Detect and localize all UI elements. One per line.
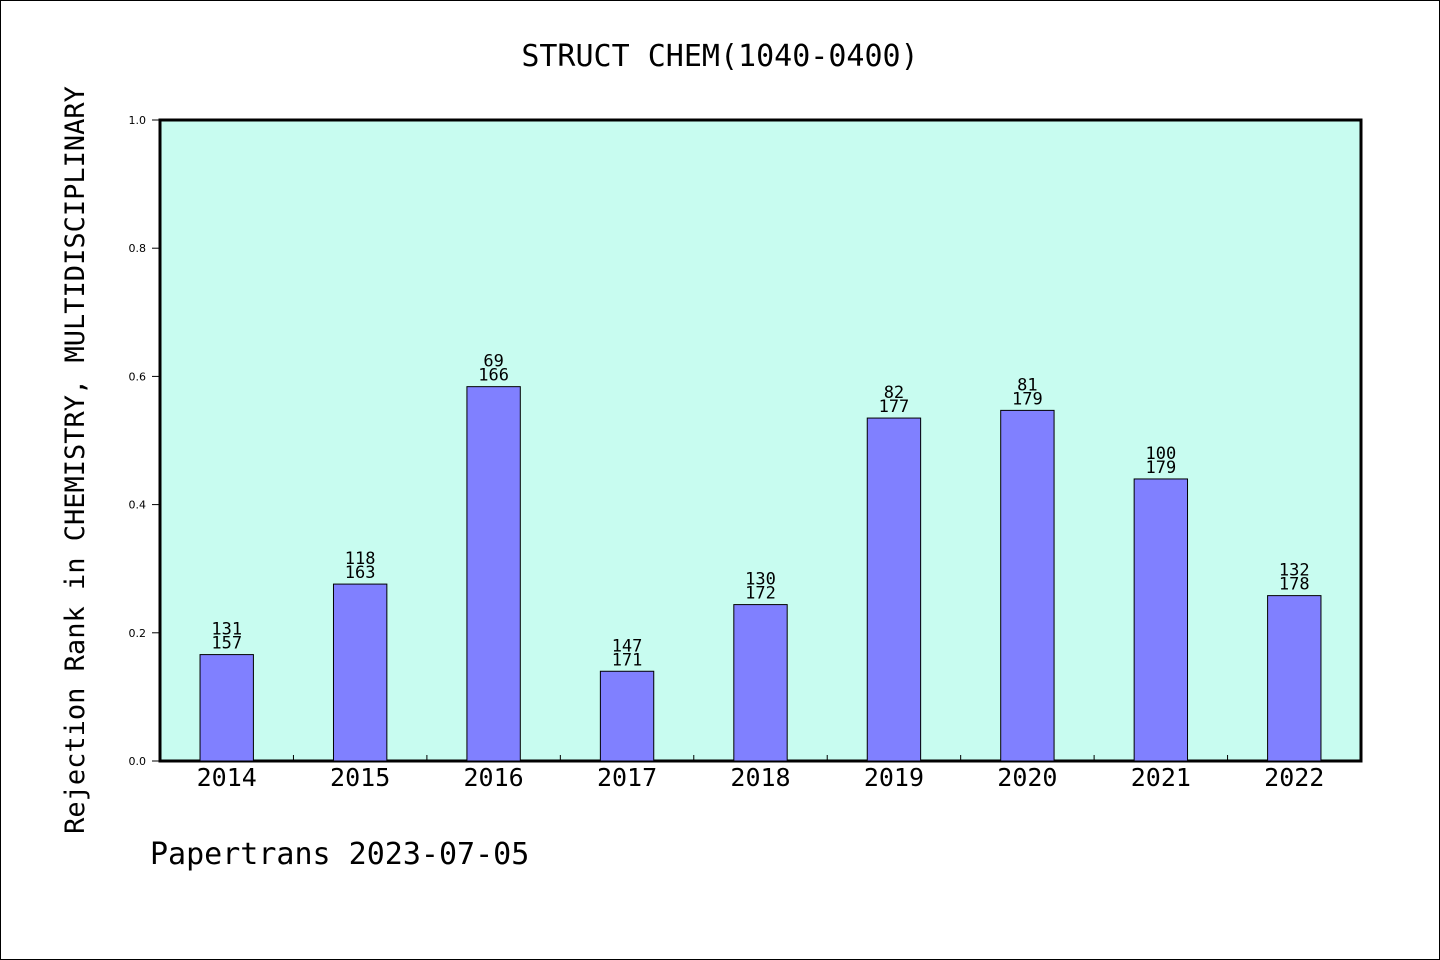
bar-label-bottom: 172 — [745, 584, 776, 604]
footer-credit: Papertrans 2023-07-05 — [150, 837, 529, 872]
y-tick-label: 0.8 — [129, 242, 147, 255]
x-tick-label: 2022 — [1264, 763, 1324, 792]
bar — [466, 386, 521, 762]
bar-label-top: 82 — [884, 383, 904, 403]
bar — [1267, 595, 1322, 762]
bar — [599, 670, 655, 762]
bar-label-top: 100 — [1145, 444, 1176, 464]
bar-label-bottom: 166 — [478, 366, 509, 386]
x-tick-label: 2020 — [997, 763, 1057, 792]
y-tick-label: 0.2 — [129, 627, 147, 640]
y-tick-label: 0.0 — [129, 755, 147, 768]
chart-title: STRUCT CHEM(1040-0400) — [521, 39, 918, 74]
x-tick-label: 2017 — [597, 763, 657, 792]
y-tick-label: 0.4 — [129, 499, 147, 512]
bar-label-bottom: 179 — [1145, 458, 1176, 478]
bar — [332, 583, 388, 762]
x-tick-label: 2018 — [730, 763, 790, 792]
bar-label-top: 81 — [1017, 375, 1037, 395]
y-tick-label: 0.6 — [129, 370, 147, 383]
bar-label-bottom: 179 — [1012, 389, 1043, 409]
x-tick-label: 2019 — [864, 763, 924, 792]
bar-label-bottom: 157 — [211, 634, 242, 654]
x-axis: 2014 2015 2016 2017 2018 2019 2020 2021 2022 — [197, 755, 1324, 792]
y-axis-label: Rejection Rank in CHEMISTRY, MULTIDISCIP… — [60, 86, 91, 834]
y-axis: 0.0 0.2 0.4 0.6 0.8 1.0 — [129, 114, 160, 768]
bar — [1133, 478, 1189, 762]
x-tick-label: 2015 — [330, 763, 390, 792]
bar — [199, 654, 254, 762]
bar-label-bottom: 163 — [345, 563, 376, 583]
x-tick-label: 2021 — [1131, 763, 1191, 792]
bar-label-bottom: 178 — [1279, 575, 1310, 595]
bar-label-bottom: 177 — [879, 397, 910, 417]
x-tick-label: 2016 — [464, 763, 524, 792]
bar — [733, 604, 788, 762]
bar-label-top: 131 — [211, 620, 242, 640]
bar — [866, 417, 922, 762]
y-tick-label: 1.0 — [129, 114, 147, 127]
bar-label-top: 69 — [483, 352, 503, 372]
bar-label-top: 130 — [745, 570, 776, 590]
bar-label-top: 118 — [345, 549, 376, 569]
x-tick-label: 2014 — [197, 763, 257, 792]
bar-label-bottom: 171 — [612, 650, 643, 670]
bar-label-top: 147 — [612, 636, 643, 656]
bar-label-top: 132 — [1279, 561, 1310, 581]
bar — [1000, 409, 1055, 762]
